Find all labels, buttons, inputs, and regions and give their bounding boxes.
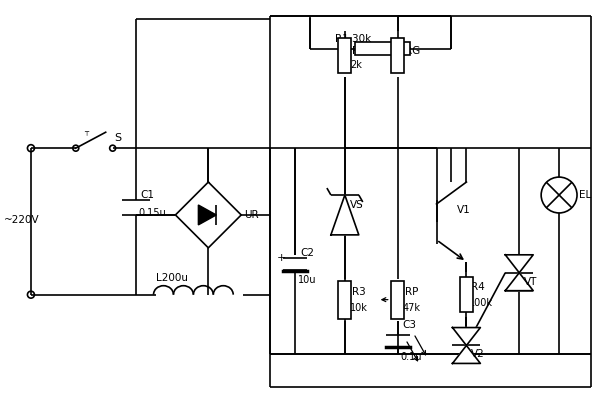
Polygon shape	[452, 328, 481, 346]
Bar	[355, 42, 410, 55]
Text: R3: R3	[352, 287, 365, 297]
Text: V2: V2	[472, 350, 485, 360]
Text: C2: C2	[300, 248, 314, 258]
Text: 10u: 10u	[298, 275, 317, 285]
Text: 0.15u: 0.15u	[139, 208, 166, 218]
Text: R2: R2	[352, 46, 365, 56]
Text: VT: VT	[524, 277, 538, 287]
Polygon shape	[505, 255, 533, 273]
Bar	[338, 281, 352, 318]
Polygon shape	[199, 205, 216, 225]
Text: UR: UR	[244, 210, 259, 220]
Text: L200u: L200u	[155, 273, 188, 283]
Text: R4: R4	[472, 282, 485, 292]
Polygon shape	[331, 195, 359, 235]
Text: 10k: 10k	[350, 303, 368, 313]
Bar	[460, 277, 473, 312]
Text: 2k: 2k	[350, 60, 362, 70]
Text: RP: RP	[404, 287, 418, 297]
Polygon shape	[505, 273, 533, 291]
Text: ┬: ┬	[84, 130, 88, 136]
Text: VS: VS	[350, 200, 364, 210]
Text: V1: V1	[457, 205, 470, 215]
Text: S: S	[115, 133, 122, 143]
Text: C3: C3	[403, 320, 416, 330]
Text: 100k: 100k	[469, 298, 493, 308]
Text: 47k: 47k	[403, 303, 421, 313]
Bar	[391, 38, 404, 73]
Text: ~220V: ~220V	[4, 215, 40, 225]
Bar	[391, 281, 404, 318]
Text: 0.1u: 0.1u	[401, 352, 422, 362]
Text: R1 30k: R1 30k	[335, 34, 371, 44]
Text: +: +	[277, 253, 286, 263]
Text: RG: RG	[404, 46, 420, 56]
Text: C1: C1	[140, 190, 155, 200]
Text: EL: EL	[579, 190, 591, 200]
Bar	[338, 38, 352, 73]
Polygon shape	[452, 346, 481, 364]
